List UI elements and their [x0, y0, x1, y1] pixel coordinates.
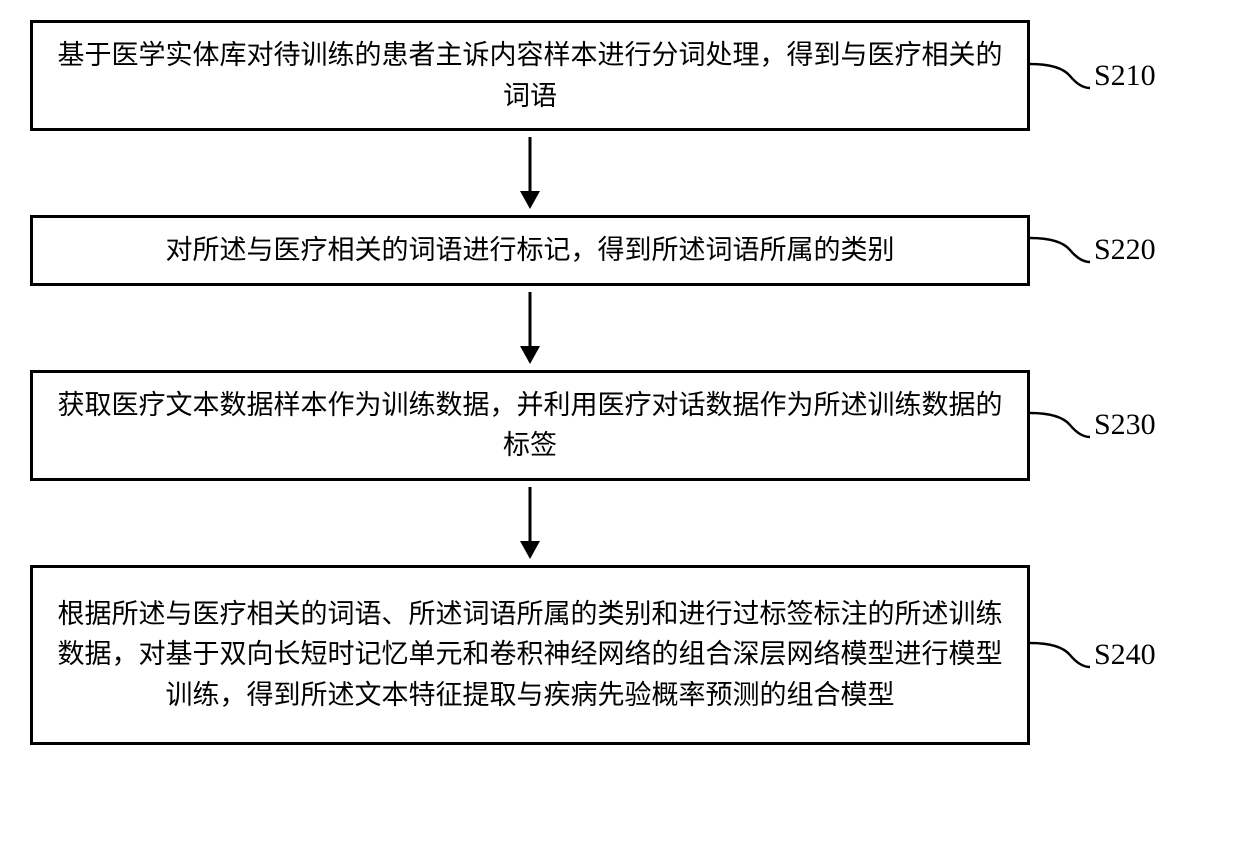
arrow-wrap — [30, 131, 1030, 215]
step-label-s210: S210 — [1094, 59, 1156, 93]
connector-curve — [1030, 405, 1090, 445]
step-label-s230: S230 — [1094, 408, 1156, 442]
step-row: 获取医疗文本数据样本作为训练数据，并利用医疗对话数据作为所述训练数据的标签 S2… — [30, 370, 1210, 481]
step-box-s240: 根据所述与医疗相关的词语、所述词语所属的类别和进行过标签标注的所述训练数据，对基… — [30, 565, 1030, 745]
flowchart-container: 基于医学实体库对待训练的患者主诉内容样本进行分词处理，得到与医疗相关的词语 S2… — [30, 20, 1210, 745]
arrow-wrap — [30, 286, 1030, 370]
connector-curve — [1030, 230, 1090, 270]
arrow-wrap — [30, 481, 1030, 565]
label-wrap: S210 — [1030, 56, 1156, 96]
step-row: 根据所述与医疗相关的词语、所述词语所属的类别和进行过标签标注的所述训练数据，对基… — [30, 565, 1210, 745]
arrow-down-icon — [515, 292, 545, 364]
arrow-down-icon — [515, 487, 545, 559]
label-wrap: S230 — [1030, 405, 1156, 445]
step-box-s210: 基于医学实体库对待训练的患者主诉内容样本进行分词处理，得到与医疗相关的词语 — [30, 20, 1030, 131]
connector-curve — [1030, 56, 1090, 96]
step-row: 基于医学实体库对待训练的患者主诉内容样本进行分词处理，得到与医疗相关的词语 S2… — [30, 20, 1210, 131]
step-label-s240: S240 — [1094, 638, 1156, 672]
step-box-s220: 对所述与医疗相关的词语进行标记，得到所述词语所属的类别 — [30, 215, 1030, 286]
connector-curve — [1030, 635, 1090, 675]
step-text: 根据所述与医疗相关的词语、所述词语所属的类别和进行过标签标注的所述训练数据，对基… — [53, 594, 1007, 716]
label-wrap: S240 — [1030, 635, 1156, 675]
step-box-s230: 获取医疗文本数据样本作为训练数据，并利用医疗对话数据作为所述训练数据的标签 — [30, 370, 1030, 481]
step-text: 对所述与医疗相关的词语进行标记，得到所述词语所属的类别 — [166, 230, 895, 271]
arrow-down-icon — [515, 137, 545, 209]
label-wrap: S220 — [1030, 230, 1156, 270]
step-text: 获取医疗文本数据样本作为训练数据，并利用医疗对话数据作为所述训练数据的标签 — [53, 385, 1007, 466]
step-row: 对所述与医疗相关的词语进行标记，得到所述词语所属的类别 S220 — [30, 215, 1210, 286]
step-text: 基于医学实体库对待训练的患者主诉内容样本进行分词处理，得到与医疗相关的词语 — [53, 35, 1007, 116]
step-label-s220: S220 — [1094, 233, 1156, 267]
